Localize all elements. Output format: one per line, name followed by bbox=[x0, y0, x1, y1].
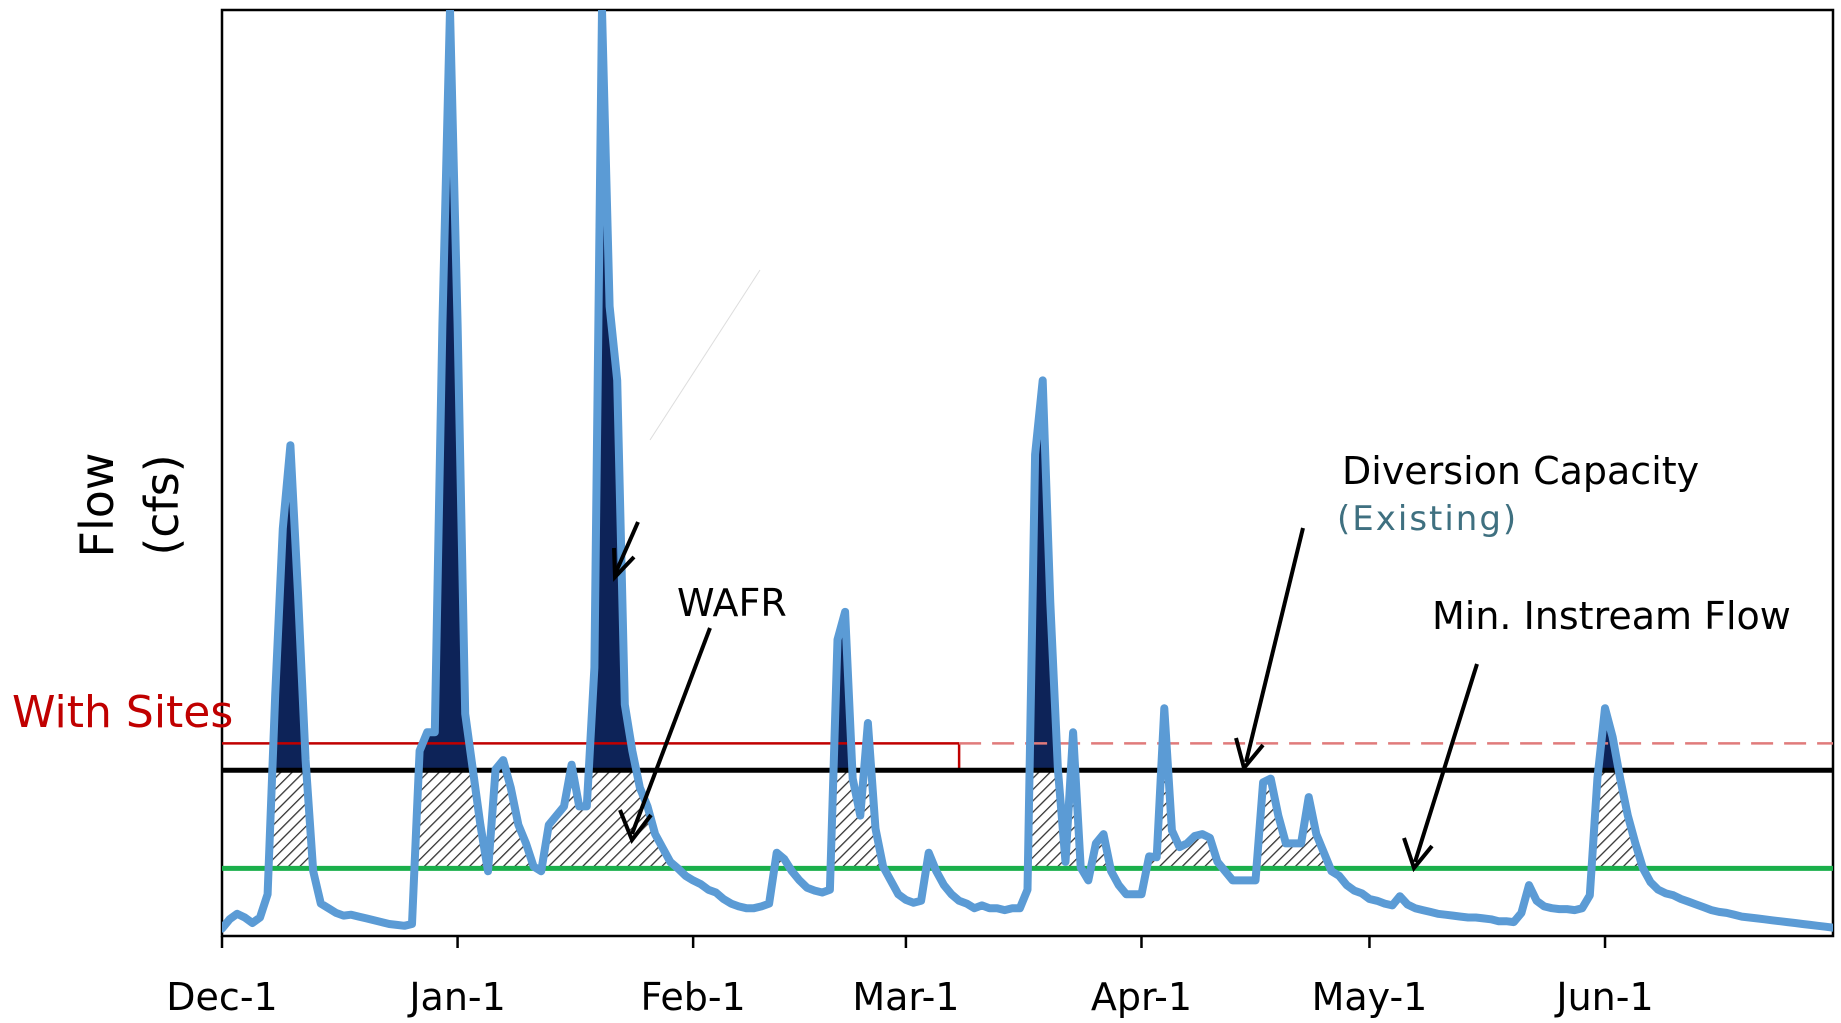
y-axis-label-line1: Flow bbox=[70, 452, 124, 557]
above-capacity-area bbox=[272, 10, 1619, 771]
flow-line bbox=[222, 10, 1833, 933]
flow-fills bbox=[222, 10, 1833, 869]
peak-arrow bbox=[614, 521, 640, 573]
wafr-arrow bbox=[630, 627, 712, 835]
y-axis-label: Flow (cfs) bbox=[70, 452, 189, 557]
faint-leader-line bbox=[649, 269, 761, 441]
y-axis-label-line2: (cfs) bbox=[135, 454, 189, 555]
diversion-existing-label: (Existing) bbox=[1337, 499, 1518, 539]
min-instream-arrowhead bbox=[1402, 837, 1434, 873]
diversion-arrowhead bbox=[1234, 737, 1265, 773]
diversion-capacity-label: Diversion Capacity bbox=[1342, 449, 1699, 493]
with-sites-label: With Sites bbox=[12, 687, 233, 738]
x-tick-label: Jan-1 bbox=[407, 975, 505, 1019]
x-tick-label: Apr-1 bbox=[1091, 975, 1192, 1019]
wafr-arrowhead bbox=[618, 809, 653, 845]
x-axis-ticks: Dec-1 Jan-1 Feb-1 Mar-1 Apr-1 May-1 Jun-1 bbox=[166, 936, 1654, 1019]
annotation-arrows bbox=[612, 521, 1479, 873]
flow-series bbox=[222, 10, 1833, 933]
min-instream-arrow bbox=[1413, 663, 1479, 863]
min-instream-flow-label: Min. Instream Flow bbox=[1432, 594, 1791, 638]
peak-arrowhead bbox=[612, 547, 636, 582]
x-tick-label: Jun-1 bbox=[1554, 975, 1653, 1019]
x-tick-label: May-1 bbox=[1312, 975, 1428, 1019]
wafr-label: WAFR bbox=[677, 581, 787, 625]
x-tick-label: Mar-1 bbox=[852, 975, 959, 1019]
diversion-arrow bbox=[1244, 527, 1305, 763]
x-tick-label: Feb-1 bbox=[641, 975, 746, 1019]
wafr-hatched-area bbox=[222, 770, 1833, 869]
x-tick-label: Dec-1 bbox=[166, 975, 277, 1019]
